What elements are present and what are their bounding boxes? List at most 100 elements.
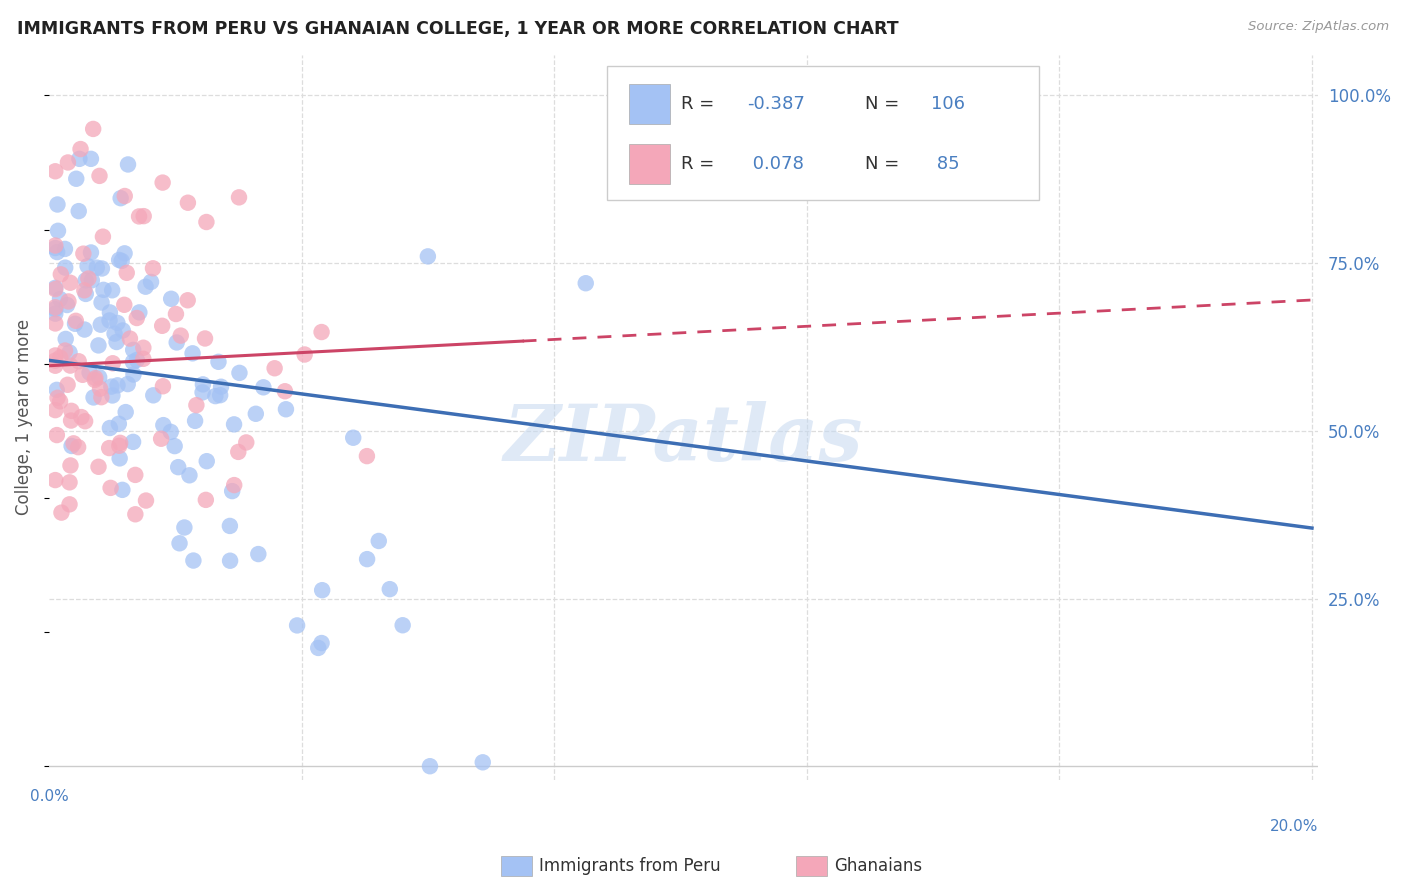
Point [209, 388, 232, 402]
Point [105, 334, 128, 349]
Point [59, 359, 82, 373]
Point [163, 439, 186, 453]
Point [169, 536, 191, 550]
Point [170, 328, 193, 343]
Point [70, 410, 93, 425]
Point [108, 435, 131, 450]
Point [44, 473, 66, 487]
Point [58, 497, 80, 511]
Point [132, 341, 155, 355]
Point [191, 385, 214, 400]
Point [80, 152, 103, 166]
FancyBboxPatch shape [628, 144, 669, 184]
Point [45, 383, 67, 397]
Point [575, 277, 598, 291]
Point [87, 459, 110, 474]
Point [416, 249, 439, 263]
Point [132, 351, 155, 366]
Point [107, 378, 129, 392]
Point [307, 640, 329, 655]
Point [44, 281, 66, 295]
Point [69, 152, 91, 166]
Point [152, 176, 174, 190]
Point [45, 428, 67, 442]
Point [56, 155, 79, 169]
Point [67, 440, 90, 454]
Point [139, 275, 162, 289]
Point [63, 317, 86, 331]
Point [89, 169, 111, 183]
Point [56, 377, 79, 392]
Text: 20.0%: 20.0% [1270, 820, 1319, 835]
Point [75, 287, 97, 301]
Point [274, 402, 297, 417]
FancyBboxPatch shape [628, 85, 669, 124]
Point [135, 279, 157, 293]
Text: 85: 85 [931, 155, 960, 173]
Point [44, 403, 66, 417]
Point [150, 318, 173, 333]
Point [125, 352, 148, 367]
Point [142, 261, 165, 276]
Point [82, 122, 104, 136]
Point [44, 241, 66, 255]
Point [186, 398, 208, 412]
Point [124, 508, 146, 522]
Point [90, 318, 112, 332]
Point [101, 283, 124, 297]
Point [159, 425, 181, 439]
Point [247, 547, 270, 561]
Text: 106: 106 [931, 95, 965, 113]
Point [367, 533, 389, 548]
Point [98, 441, 121, 455]
Point [219, 519, 242, 533]
Point [166, 335, 188, 350]
Point [108, 417, 131, 431]
Point [101, 356, 124, 370]
Point [65, 314, 87, 328]
Point [311, 636, 333, 650]
Point [111, 483, 134, 497]
Point [100, 481, 122, 495]
Point [44, 359, 66, 373]
Point [76, 259, 98, 273]
Text: 0.078: 0.078 [747, 155, 804, 173]
Point [110, 191, 132, 205]
Point [53, 242, 76, 256]
Point [58, 294, 80, 309]
Point [342, 431, 364, 445]
Point [84, 371, 107, 385]
Point [53, 260, 76, 275]
Text: R =: R = [681, 155, 720, 173]
Point [160, 292, 183, 306]
Point [44, 353, 66, 368]
Point [224, 478, 246, 492]
Point [90, 261, 112, 276]
Text: ZIPatlas: ZIPatlas [503, 401, 863, 477]
Point [142, 388, 165, 402]
Point [44, 238, 66, 252]
Point [75, 273, 97, 287]
Point [55, 332, 77, 346]
Point [222, 417, 245, 432]
Point [44, 300, 66, 314]
Point [181, 346, 204, 360]
Point [122, 343, 145, 357]
Point [245, 407, 267, 421]
Point [165, 307, 187, 321]
Text: IMMIGRANTS FROM PERU VS GHANAIAN COLLEGE, 1 YEAR OR MORE CORRELATION CHART: IMMIGRANTS FROM PERU VS GHANAIAN COLLEGE… [17, 20, 898, 37]
Point [184, 414, 207, 428]
Point [219, 554, 242, 568]
Point [471, 756, 494, 770]
Text: R =: R = [681, 95, 720, 113]
Point [108, 439, 131, 453]
Point [49, 351, 72, 365]
Point [90, 390, 112, 404]
Point [44, 302, 66, 317]
Point [194, 331, 217, 345]
Point [311, 583, 333, 598]
Point [56, 298, 79, 312]
Point [46, 224, 69, 238]
Point [83, 391, 105, 405]
Point [111, 323, 134, 337]
